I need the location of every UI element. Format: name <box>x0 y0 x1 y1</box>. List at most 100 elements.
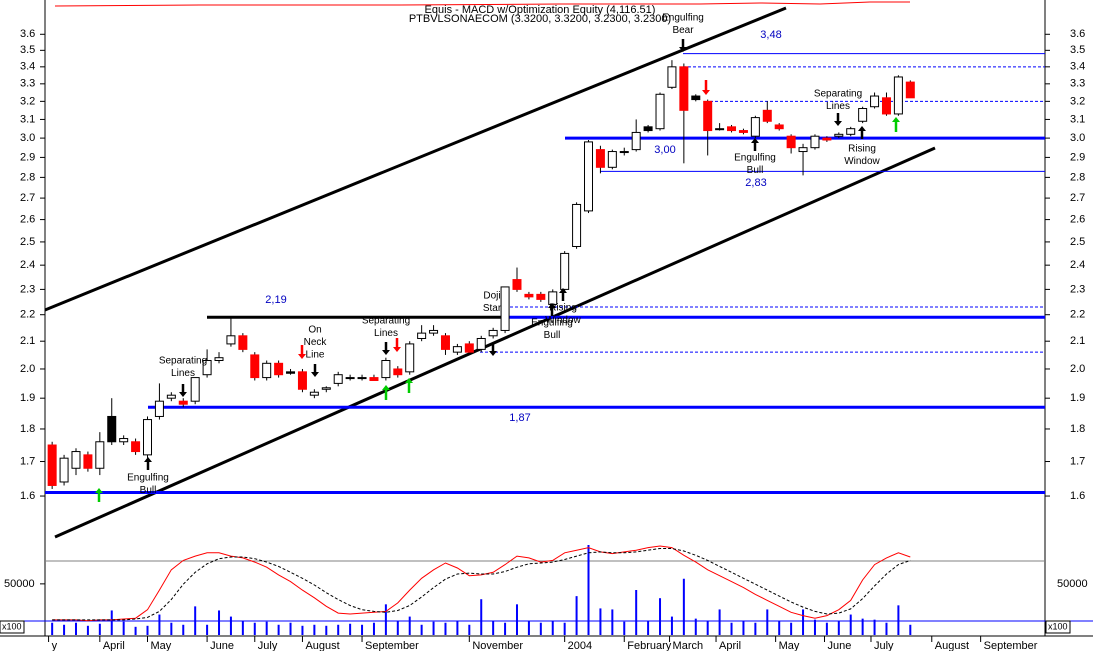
y-tick-label: 3.3 <box>20 78 35 90</box>
y-tick-label: 1.8 <box>20 423 35 435</box>
scale-box <box>1045 620 1071 634</box>
signal-arrow-head <box>489 351 497 356</box>
equity-line <box>54 1 910 7</box>
volume-bar <box>301 625 304 635</box>
candle-body <box>119 438 129 443</box>
volume-bar <box>754 622 757 635</box>
candle-body <box>321 387 331 390</box>
volume-bar <box>408 616 411 635</box>
volume-tick-label: 50000 <box>4 578 35 590</box>
signal-arrow-head <box>751 138 759 143</box>
signal-arrow-head <box>311 372 319 377</box>
volume-bar <box>206 624 209 635</box>
volume-tick-label-right: 50000 <box>1057 578 1088 590</box>
y-tick-label: 3.4 <box>20 61 35 73</box>
y-tick-label-right: 2.3 <box>1070 283 1085 295</box>
candle-body <box>226 335 236 345</box>
pattern-label: Doji <box>483 291 500 302</box>
candle-body <box>309 391 319 396</box>
volume-bar <box>873 619 876 635</box>
candle-body <box>381 360 391 379</box>
y-tick-label-right: 3.4 <box>1070 61 1085 73</box>
pattern-label: Lines <box>171 368 195 379</box>
level-label: 1,87 <box>509 412 530 424</box>
volume-bar <box>313 624 316 635</box>
signal-arrow-head <box>892 117 900 122</box>
y-tick-label: 2.6 <box>20 213 35 225</box>
volume-bar <box>706 620 709 635</box>
volume-bar <box>265 621 268 635</box>
volume-bar <box>86 625 89 635</box>
candle-body <box>643 126 653 132</box>
volume-bar <box>74 622 77 635</box>
candle-body <box>71 451 81 469</box>
x-tick-label: June <box>827 640 851 651</box>
y-tick-label-right: 2.5 <box>1070 236 1085 248</box>
volume-bar <box>897 605 900 635</box>
x-tick-label: 2004 <box>568 640 592 651</box>
candle-body <box>679 66 689 111</box>
signal-arrow-head <box>858 126 866 131</box>
candle-body <box>143 419 153 456</box>
pattern-label: Bear <box>672 25 694 36</box>
signal-arrow-head <box>702 90 710 95</box>
volume-bar <box>635 590 638 635</box>
volume-bar <box>134 626 137 635</box>
x-tick-label: April <box>103 640 125 651</box>
chart-subtitle: PTBVLSONAECOM (3.3200, 3.3200, 3.2300, 3… <box>409 13 671 25</box>
signal-arrow-head <box>559 288 567 293</box>
y-tick-label-right: 2.1 <box>1070 335 1085 347</box>
y-tick-label-right: 2.2 <box>1070 309 1085 321</box>
candle-body <box>738 130 748 133</box>
candle-body <box>83 454 93 469</box>
pattern-label: Rising <box>848 144 876 155</box>
candle-body <box>59 457 69 483</box>
candle-body <box>834 133 844 137</box>
candle-body <box>107 415 117 443</box>
candle-body <box>858 108 868 122</box>
pattern-label: Separating <box>159 356 207 367</box>
volume-bar <box>253 622 256 635</box>
candle-body <box>47 444 57 486</box>
pattern-label: Lines <box>826 101 850 112</box>
pattern-label: Rising <box>549 303 577 314</box>
level-label: 3,48 <box>760 29 781 41</box>
candle-body <box>727 126 737 132</box>
volume-bar <box>575 596 578 635</box>
candle-body <box>798 147 808 153</box>
level-label: 2,83 <box>745 177 766 189</box>
candle-body <box>667 66 677 88</box>
y-tick-label-right: 2.9 <box>1070 151 1085 163</box>
signal-arrow-head <box>548 303 556 308</box>
y-tick-label: 1.6 <box>20 490 35 502</box>
candle-body <box>95 441 105 469</box>
candle-body <box>512 279 522 290</box>
scale-label: x100 <box>1048 621 1068 631</box>
candle-body <box>715 128 725 131</box>
scale-box <box>0 620 25 634</box>
candle-body <box>274 362 284 376</box>
volume-bar <box>504 622 507 635</box>
y-tick-label-right: 3.2 <box>1070 95 1085 107</box>
candle-body <box>774 124 784 130</box>
candle-body <box>870 95 880 108</box>
y-tick-label-right: 2.4 <box>1070 259 1085 271</box>
volume-bar <box>218 610 221 635</box>
x-tick-label: July <box>258 640 278 651</box>
y-tick-label-right: 2.6 <box>1070 213 1085 225</box>
volume-bar <box>551 620 554 635</box>
candle-body <box>691 95 701 101</box>
y-tick-label: 3.6 <box>20 28 35 40</box>
y-tick-label-right: 3.0 <box>1070 132 1085 144</box>
candle-body <box>655 93 665 130</box>
volume-bar <box>694 618 697 635</box>
pattern-label: Separating <box>362 316 410 327</box>
y-tick-label-right: 3.3 <box>1070 78 1085 90</box>
x-tick-label: September <box>984 640 1038 651</box>
volume-bar <box>492 620 495 635</box>
pattern-label: Bull <box>544 330 561 341</box>
pattern-label: Bull <box>747 165 764 176</box>
volume-bar <box>229 616 232 635</box>
volume-bar <box>480 599 483 635</box>
volume-bar <box>384 604 387 635</box>
